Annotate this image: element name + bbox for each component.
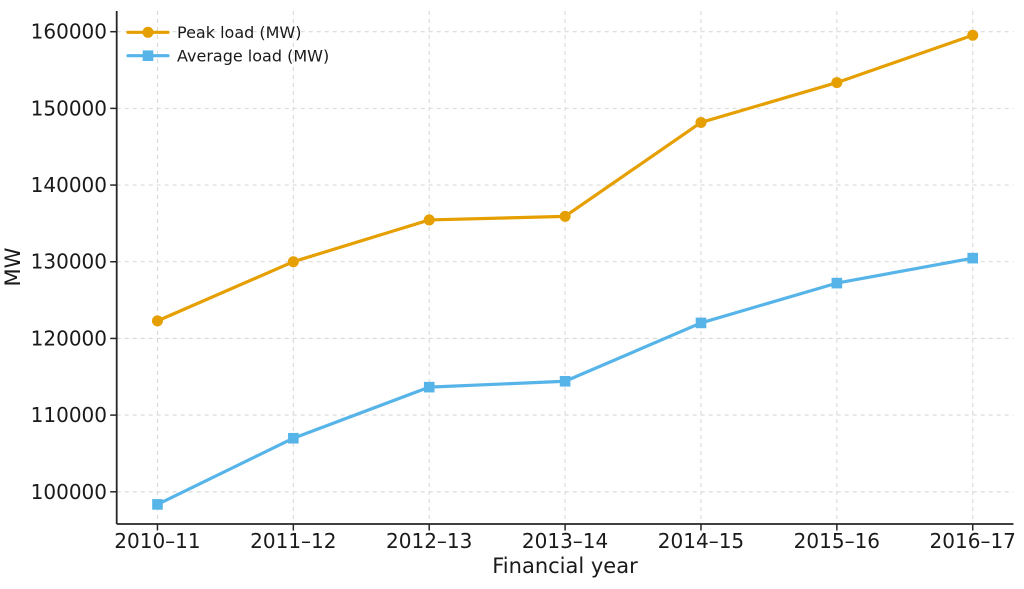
series-layer (151, 29, 979, 510)
data-point-marker (423, 381, 435, 393)
data-point-marker (152, 499, 163, 510)
data-point-marker (423, 214, 435, 226)
x-tick-label: 2014–15 (658, 529, 744, 553)
data-point-marker (695, 116, 707, 128)
x-tick-label: 2011–12 (250, 529, 336, 553)
x-tick-label: 2013–14 (522, 529, 608, 553)
y-tick-label: 120000 (31, 326, 107, 350)
x-tick-label: 2016–17 (930, 529, 1016, 553)
legend: Peak load (MW) Average load (MW) (126, 23, 329, 66)
y-axis-label: MW (1, 247, 25, 286)
legend-item-average: Average load (MW) (126, 47, 329, 66)
data-point-marker (967, 29, 979, 41)
y-tick-label: 100000 (31, 480, 107, 504)
y-tick-label: 110000 (31, 403, 107, 427)
legend-marker (142, 26, 154, 38)
axes-layer: 100000 110000 120000 130000 140000 150000 1600… (31, 11, 1016, 553)
x-tick-label: 2015–16 (794, 529, 880, 553)
data-point-marker (831, 77, 843, 89)
data-point-marker (695, 317, 707, 329)
legend-swatch-peak (126, 26, 170, 38)
legend-swatch-average (126, 50, 170, 61)
x-axis-label: Financial year (492, 554, 638, 578)
y-tick-label: 130000 (31, 250, 107, 274)
data-point-marker (151, 315, 163, 327)
legend-marker (142, 50, 154, 61)
data-point-marker (559, 210, 571, 222)
legend-label-average: Average load (MW) (177, 47, 329, 66)
data-point-marker (288, 432, 299, 444)
x-tick-label: 2010–11 (114, 529, 200, 553)
x-tick-label: 2012–13 (386, 529, 472, 553)
legend-label-peak: Peak load (MW) (177, 23, 301, 42)
data-point-marker (559, 375, 571, 387)
data-point-marker (831, 277, 843, 289)
y-tick-label: 160000 (31, 20, 107, 44)
y-tick-label: 140000 (31, 173, 107, 197)
y-tick-label: 150000 (31, 96, 107, 120)
legend-item-peak: Peak load (MW) (126, 23, 301, 42)
data-point-marker (967, 252, 979, 264)
grid-layer (116, 11, 1014, 524)
data-point-marker (287, 256, 299, 268)
